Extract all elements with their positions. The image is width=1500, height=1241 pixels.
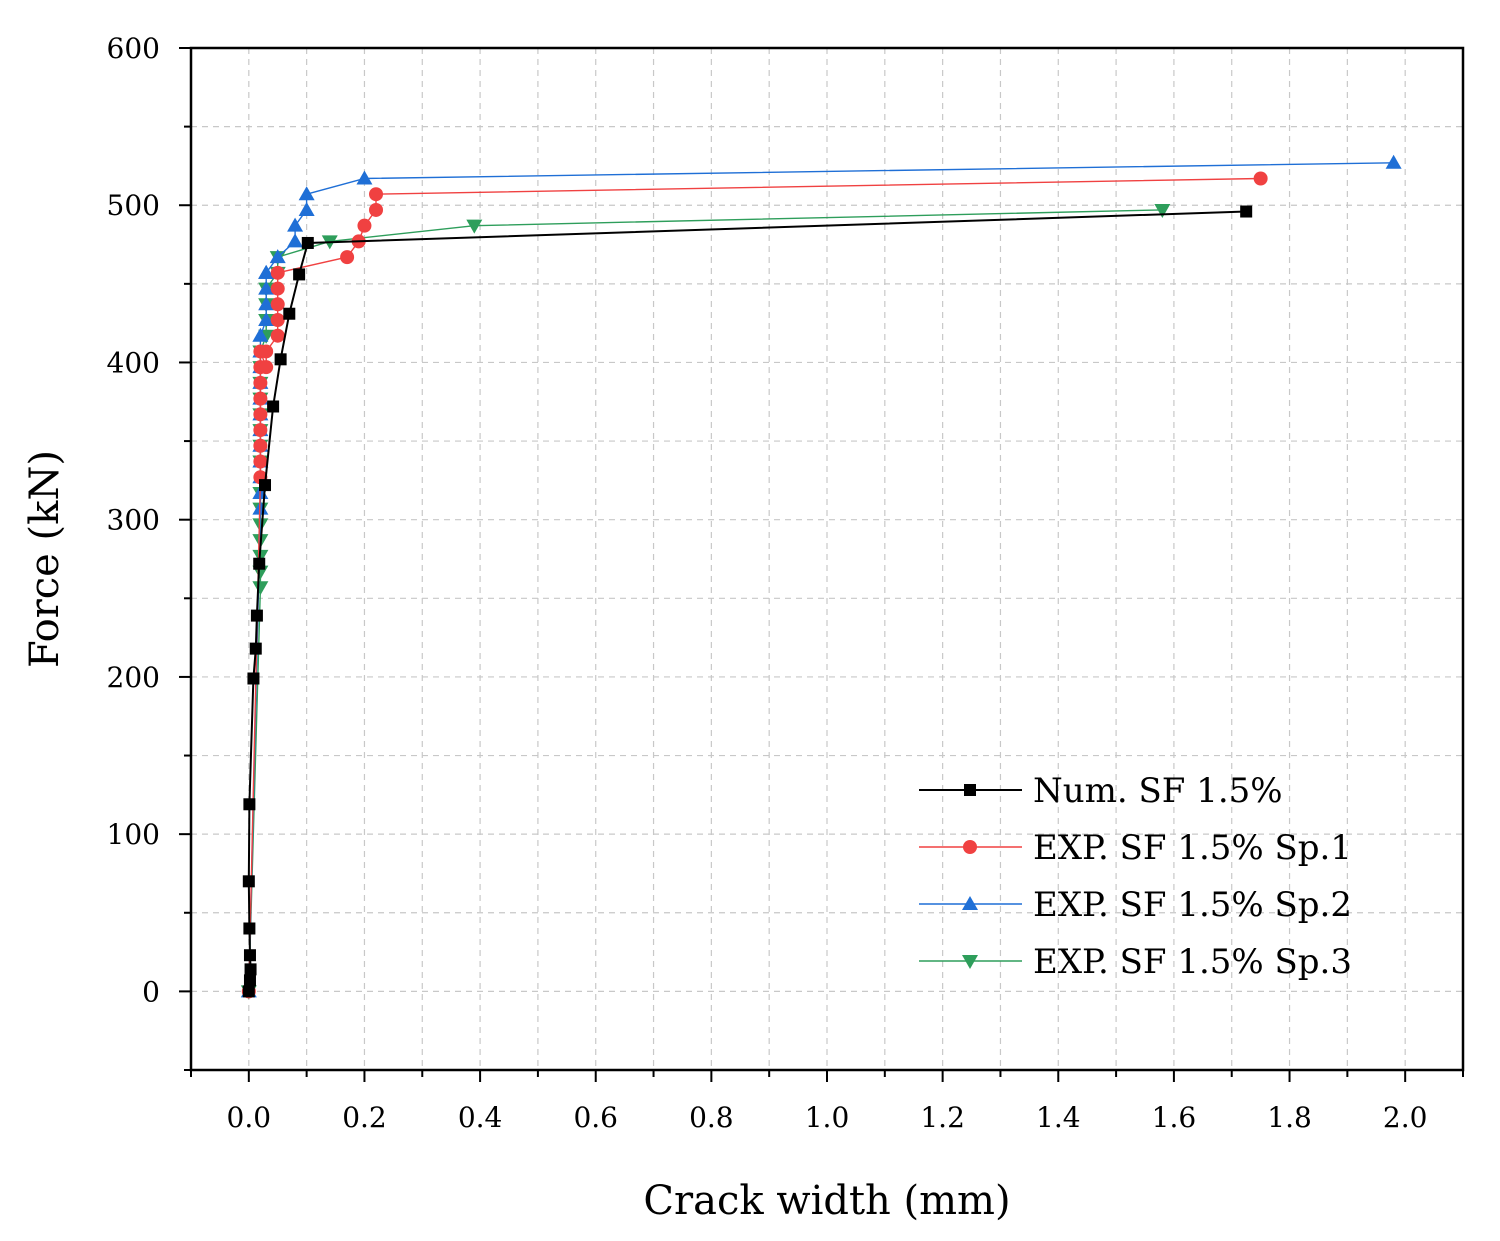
data-point [301, 236, 314, 249]
x-tick-label: 0.0 [227, 1101, 272, 1134]
data-point [242, 985, 255, 998]
x-tick-label: 1.8 [1267, 1101, 1312, 1134]
data-point [270, 281, 285, 296]
data-point [466, 219, 483, 234]
y-tick-label: 600 [107, 32, 160, 65]
series-line [248, 209, 1163, 992]
legend-label: Num. SF 1.5% [1033, 771, 1283, 811]
legend-marker [964, 784, 976, 796]
legend: Num. SF 1.5% EXP. SF 1.5% Sp.1 EXP. SF 1.5… [919, 771, 1352, 982]
data-point [258, 264, 275, 279]
series-line [247, 210, 1247, 992]
data-point [287, 217, 304, 232]
data-point [253, 438, 268, 453]
x-tick-label: 0.6 [573, 1101, 618, 1134]
data-point [270, 265, 285, 280]
data-point [253, 407, 268, 422]
data-point [369, 187, 384, 202]
data-point [340, 250, 355, 265]
data-point [252, 581, 269, 596]
data-point [253, 375, 268, 390]
legend-label: EXP. SF 1.5% Sp.3 [1033, 942, 1352, 982]
data-point [247, 672, 260, 685]
data-point [253, 454, 268, 469]
axis-ticks [179, 47, 1464, 1082]
data-point [356, 170, 373, 185]
data-point [369, 202, 384, 217]
data-point [259, 344, 274, 359]
data-point [267, 400, 280, 413]
data-point [1240, 205, 1253, 218]
data-point [283, 307, 296, 320]
x-tick-labels: 0.0 0.2 0.4 0.6 0.8 1.0 1.2 1.4 1.6 1.8 2.0 [227, 1101, 1428, 1134]
data-point [293, 268, 306, 281]
data-point [357, 218, 372, 233]
y-tick-label: 400 [107, 346, 160, 379]
series-layer [240, 154, 1402, 1000]
x-tick-label: 1.2 [920, 1101, 965, 1134]
data-point [244, 963, 257, 976]
data-point [287, 233, 304, 248]
data-point [250, 609, 263, 622]
data-point [298, 201, 315, 216]
legend-label: EXP. SF 1.5% Sp.2 [1033, 885, 1352, 925]
x-tick-label: 1.4 [1036, 1101, 1081, 1134]
series-2 [241, 171, 1268, 999]
legend-label: EXP. SF 1.5% Sp.1 [1033, 828, 1352, 868]
data-point [258, 296, 275, 311]
x-axis-label: Crack width (mm) [643, 1178, 1010, 1224]
legend-marker [962, 955, 978, 969]
data-point [270, 313, 285, 328]
data-point [252, 327, 269, 342]
legend-item-2: EXP. SF 1.5% Sp.1 [919, 828, 1352, 868]
data-point [1154, 203, 1171, 218]
data-point [269, 249, 286, 264]
y-axis-label: Force (kN) [22, 450, 68, 668]
legend-item-1: Num. SF 1.5% [919, 771, 1283, 811]
y-tick-label: 500 [107, 189, 160, 222]
y-tick-label: 300 [107, 504, 160, 537]
data-point [243, 922, 256, 935]
data-point [242, 875, 255, 888]
x-tick-label: 0.8 [689, 1101, 734, 1134]
data-point [249, 642, 262, 655]
data-point [243, 974, 256, 987]
data-point [243, 949, 256, 962]
legend-marker [962, 896, 978, 910]
legend-item-3: EXP. SF 1.5% Sp.2 [919, 885, 1352, 925]
x-tick-label: 1.6 [1152, 1101, 1197, 1134]
data-point [1253, 171, 1268, 186]
legend-marker [963, 840, 977, 854]
data-point [253, 391, 268, 406]
data-point [270, 297, 285, 312]
data-point [243, 798, 256, 811]
data-point [270, 328, 285, 343]
data-point [253, 557, 266, 570]
data-point [253, 423, 268, 438]
data-point [259, 360, 274, 375]
data-point [1385, 154, 1402, 169]
data-point [274, 353, 287, 366]
data-point [258, 312, 275, 327]
x-tick-label: 0.2 [342, 1101, 387, 1134]
legend-item-4: EXP. SF 1.5% Sp.3 [919, 942, 1352, 982]
grid [191, 48, 1463, 1070]
x-tick-label: 2.0 [1383, 1101, 1428, 1134]
x-tick-label: 1.0 [805, 1101, 850, 1134]
data-point [258, 280, 275, 295]
data-point [259, 479, 272, 492]
y-tick-label: 0 [142, 975, 160, 1008]
y-tick-label: 100 [107, 818, 160, 851]
y-tick-labels: 0 100 200 300 400 500 600 [107, 32, 160, 1008]
series-line [248, 177, 1261, 992]
x-tick-label: 0.4 [458, 1101, 503, 1134]
series-3 [240, 154, 1402, 998]
series-4 [240, 203, 1171, 1000]
series-1 [242, 205, 1253, 998]
data-point [298, 186, 315, 201]
y-tick-label: 200 [107, 661, 160, 694]
